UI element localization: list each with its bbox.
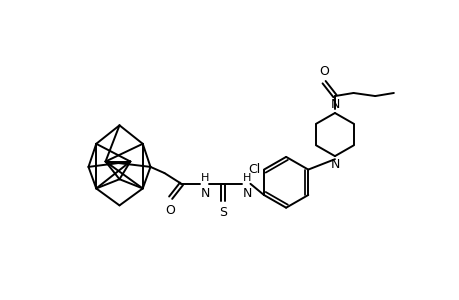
Text: O: O	[319, 64, 328, 78]
Text: H: H	[201, 173, 209, 183]
Text: N: N	[330, 158, 339, 171]
Text: H: H	[242, 173, 251, 183]
Text: N: N	[242, 187, 252, 200]
Text: O: O	[165, 204, 174, 217]
Text: Cl: Cl	[248, 163, 260, 176]
Text: S: S	[219, 206, 227, 219]
Text: N: N	[201, 187, 210, 200]
Text: N: N	[330, 98, 339, 111]
